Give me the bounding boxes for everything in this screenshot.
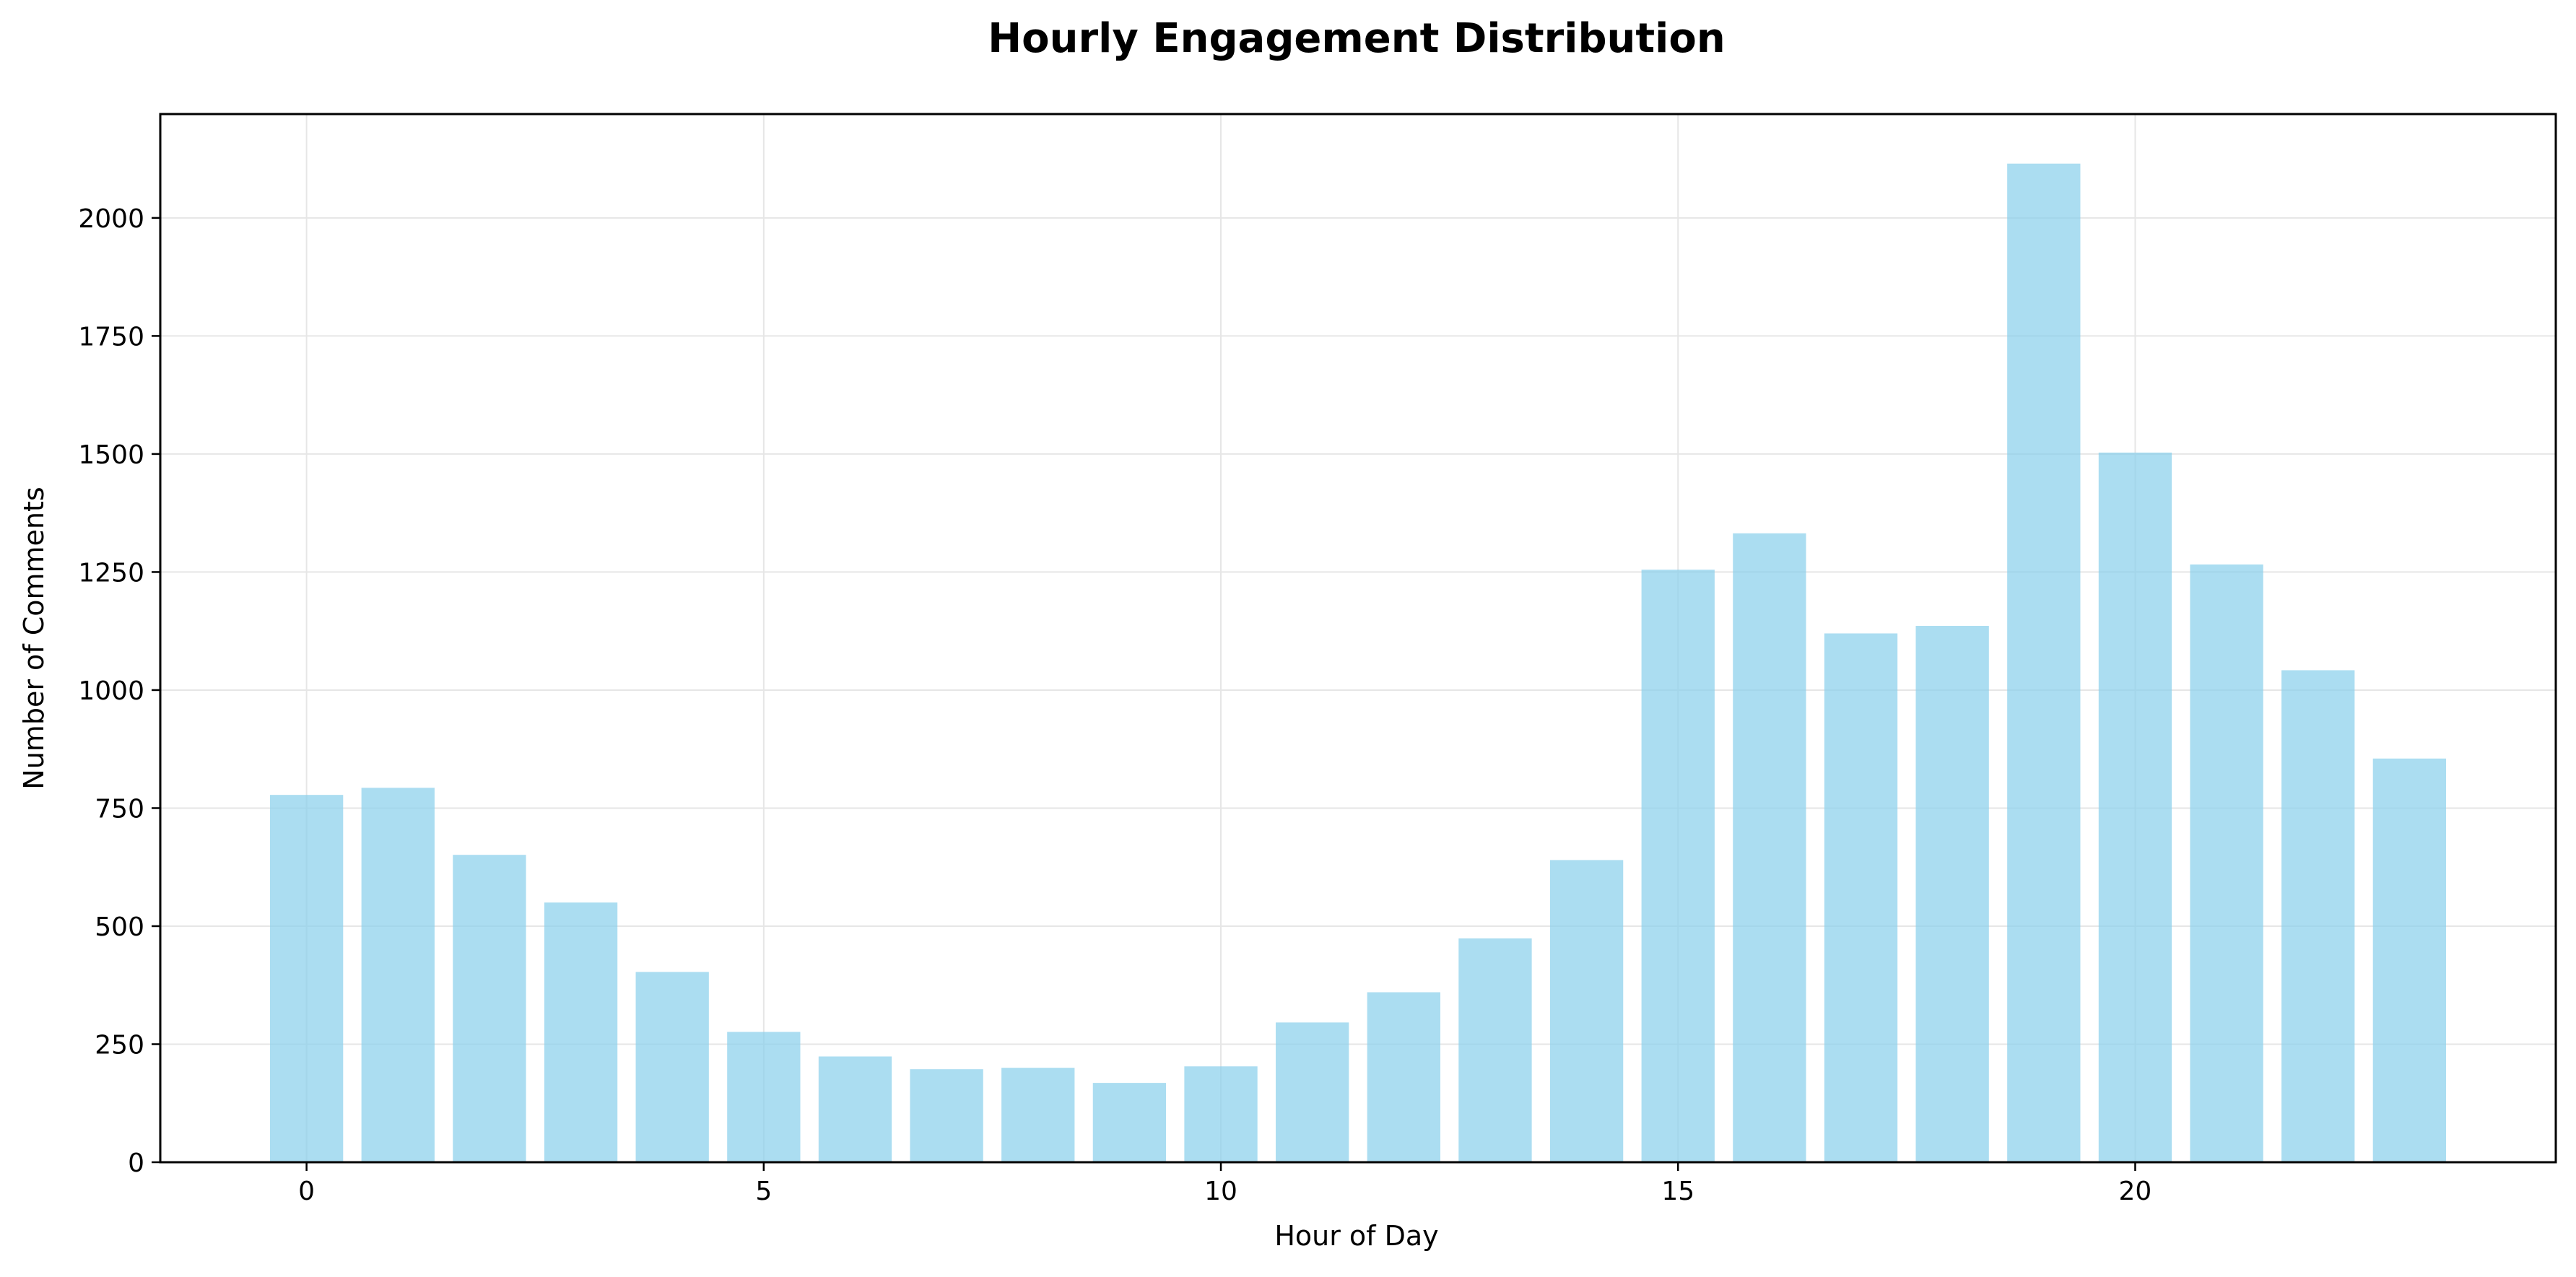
bar-hour-5 [727, 1032, 801, 1162]
bar-hour-16 [1733, 533, 1806, 1162]
bar-hour-7 [910, 1069, 983, 1162]
y-axis-ticks: 0 250 500 750 1000 1250 1500 1750 2000 [78, 204, 160, 1178]
y-axis-label: Number of Comments [18, 487, 50, 789]
bar-hour-14 [1549, 860, 1624, 1162]
x-axis-label: Hour of Day [1274, 1220, 1438, 1252]
bar-hour-22 [2281, 670, 2355, 1162]
bar-hour-11 [1276, 1022, 1349, 1162]
bar-hour-4 [635, 972, 709, 1162]
y-tick-label: 0 [128, 1149, 144, 1178]
y-tick-label: 1000 [78, 676, 144, 706]
bar-hour-13 [1458, 938, 1532, 1162]
bar-hour-20 [2098, 452, 2172, 1162]
bar-hour-3 [544, 902, 618, 1162]
bar-hour-21 [2190, 564, 2263, 1162]
bars [269, 163, 2447, 1163]
bar-hour-10 [1184, 1066, 1258, 1162]
y-tick-label: 1250 [78, 558, 144, 588]
bar-hour-17 [1824, 633, 1898, 1162]
y-tick-label: 1500 [78, 440, 144, 470]
x-tick-label: 0 [298, 1177, 315, 1206]
y-tick-label: 2000 [78, 204, 144, 234]
y-tick-label: 750 [95, 794, 144, 824]
y-tick-label: 500 [95, 912, 144, 942]
x-tick-label: 15 [1661, 1177, 1694, 1206]
bar-hour-0 [269, 795, 344, 1162]
chart-title: Hourly Engagement Distribution [988, 15, 1725, 62]
bar-hour-8 [1001, 1068, 1075, 1162]
bar-hour-23 [2372, 758, 2447, 1162]
x-tick-label: 20 [2119, 1177, 2152, 1206]
bar-hour-9 [1092, 1083, 1167, 1162]
bar-hour-19 [2007, 163, 2081, 1163]
bar-hour-18 [1915, 625, 1989, 1162]
bar-hour-15 [1641, 570, 1715, 1162]
bar-hour-12 [1367, 992, 1440, 1162]
bar-hour-6 [818, 1056, 892, 1162]
x-axis-ticks: 0 5 10 15 20 [298, 1162, 2151, 1206]
y-tick-label: 250 [95, 1030, 144, 1060]
plot-frame [159, 113, 2557, 1164]
bar-hour-1 [361, 788, 435, 1162]
y-tick-label: 1750 [78, 322, 144, 352]
x-tick-label: 10 [1204, 1177, 1237, 1206]
x-tick-label: 5 [755, 1177, 772, 1206]
bar-hour-2 [453, 855, 526, 1162]
